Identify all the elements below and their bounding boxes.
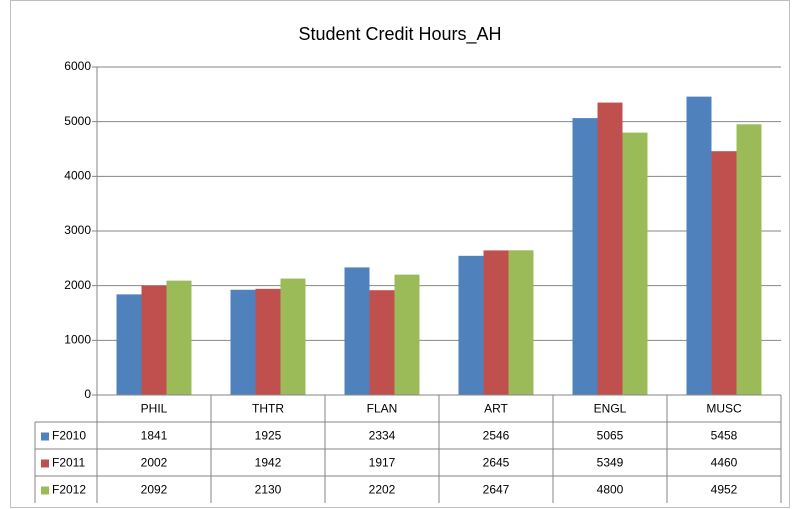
table-cell: 2334	[369, 429, 396, 443]
x-tick-label: FLAN	[367, 402, 398, 416]
x-tick-label: PHIL	[141, 402, 168, 416]
table-cell: 1942	[255, 456, 282, 470]
bar	[458, 255, 484, 395]
chart-border	[10, 0, 790, 508]
x-tick-label: MUSC	[706, 402, 742, 416]
table-cell: 5349	[597, 456, 624, 470]
bar	[622, 132, 648, 395]
bar	[369, 290, 395, 395]
bar	[230, 289, 256, 395]
legend-label: F2010	[52, 429, 86, 443]
x-tick-label: THTR	[252, 402, 284, 416]
bar	[483, 250, 509, 395]
table-cell: 2546	[483, 429, 510, 443]
legend-swatch	[41, 486, 49, 495]
bar	[394, 274, 420, 395]
table-cell: 4460	[711, 456, 738, 470]
table-cell: 1917	[369, 456, 396, 470]
bar	[166, 280, 192, 395]
legend-label: F2011	[52, 456, 85, 470]
table-cell: 2645	[483, 456, 510, 470]
x-tick-label: ART	[484, 402, 508, 416]
table-cell: 2092	[141, 483, 168, 497]
legend-label: F2012	[52, 483, 86, 497]
table-cell: 1925	[255, 429, 282, 443]
table-cell: 2002	[141, 456, 168, 470]
y-tick-label: 2000	[64, 278, 91, 292]
legend-swatch	[41, 432, 49, 441]
bar	[736, 124, 762, 396]
table-cell: 2130	[255, 483, 282, 497]
table-cell: 2202	[369, 483, 396, 497]
table-cell: 5458	[711, 429, 738, 443]
chart-title: Student Credit Hours_AH	[298, 24, 501, 45]
bar	[141, 285, 167, 395]
bar	[572, 118, 598, 395]
legend-swatch	[41, 459, 49, 468]
bar	[255, 288, 281, 395]
bar	[508, 250, 534, 395]
bar	[597, 102, 623, 395]
x-tick-label: ENGL	[594, 402, 627, 416]
bar	[686, 96, 712, 395]
bar	[280, 278, 306, 395]
table-cell: 1841	[141, 429, 168, 443]
table-cell: 4800	[597, 483, 624, 497]
bar	[344, 267, 370, 395]
bar	[711, 151, 737, 395]
bar	[116, 294, 142, 395]
y-tick-label: 4000	[64, 169, 91, 183]
y-tick-label: 6000	[64, 59, 91, 73]
table-cell: 2647	[483, 483, 510, 497]
y-tick-label: 1000	[64, 333, 91, 347]
y-tick-label: 0	[84, 387, 91, 401]
y-tick-label: 5000	[64, 114, 91, 128]
y-tick-label: 3000	[64, 223, 91, 237]
table-cell: 4952	[711, 483, 738, 497]
table-cell: 5065	[597, 429, 624, 443]
